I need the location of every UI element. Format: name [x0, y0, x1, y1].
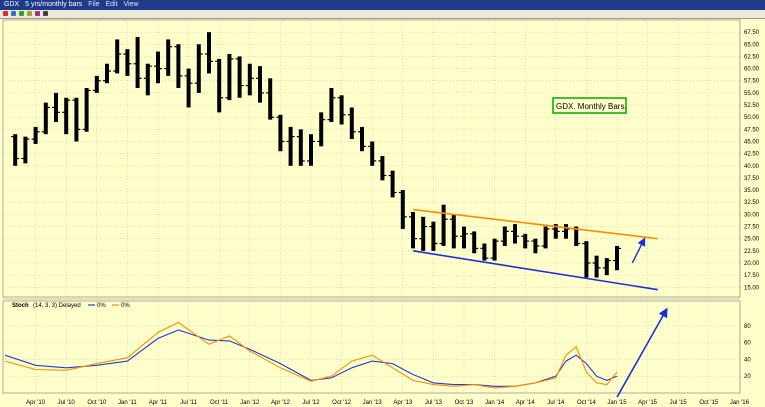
- price-y-tick-label: 37.50: [744, 176, 760, 182]
- price-y-tick-label: 25.00: [744, 237, 760, 243]
- draw-icon[interactable]: [19, 11, 24, 16]
- stoch-y-tick-label: 40: [744, 357, 751, 363]
- settings-icon[interactable]: [27, 11, 32, 16]
- x-tick-label: Oct '14: [577, 400, 596, 406]
- price-y-tick-label: 55.00: [744, 91, 760, 97]
- menu-edit[interactable]: Edit: [105, 1, 118, 8]
- price-y-tick-label: 67.50: [744, 30, 760, 36]
- price-y-tick-label: 42.50: [744, 152, 760, 158]
- price-y-tick-label: 52.50: [744, 103, 760, 109]
- stoch-series-k-line: [4, 329, 618, 387]
- price-y-tick-label: 27.50: [744, 225, 760, 231]
- price-y-tick-label: 32.50: [744, 200, 760, 206]
- price-y-tick-label: 57.50: [744, 79, 760, 85]
- price-y-tick-label: 20.00: [744, 261, 760, 267]
- lower-trendline: [412, 250, 658, 291]
- x-tick-label: Jul '14: [547, 400, 565, 406]
- x-tick-label: Oct '11: [210, 400, 229, 406]
- period-label[interactable]: 5 yrs/monthly bars: [25, 1, 83, 8]
- stoch-panel-frame: [2, 300, 741, 394]
- price-y-tick-label: 17.50: [744, 273, 760, 279]
- zoom-icon[interactable]: [11, 11, 16, 16]
- x-tick-label: Apr '15: [638, 400, 657, 406]
- stoch-params: (14, 3, 3) Delayed: [33, 303, 81, 309]
- stoch-title: Stoch: [12, 303, 29, 309]
- x-tick-label: Apr '10: [26, 400, 45, 406]
- price-vertical-grid: [35, 20, 740, 297]
- x-tick-label: Oct '15: [699, 400, 718, 406]
- chart-toolbar: [0, 10, 765, 19]
- price-y-tick-label: 35.00: [744, 188, 760, 194]
- stoch-series-d-line: [4, 321, 618, 389]
- price-y-tick-label: 60.00: [744, 67, 760, 73]
- symbol-label[interactable]: GDX: [4, 1, 20, 8]
- x-tick-label: Jul '11: [180, 400, 197, 406]
- price-y-tick-label: 62.50: [744, 54, 760, 60]
- x-tick-label: Jan '15: [607, 400, 627, 406]
- price-panel-frame: [2, 19, 741, 298]
- stoch-vertical-grid: [35, 301, 740, 393]
- stoch-legend-k-label: 0%: [97, 303, 106, 309]
- menu-file[interactable]: File: [88, 1, 100, 8]
- stoch-legend-d-label: 0%: [121, 303, 130, 309]
- x-tick-label: Jul '10: [58, 400, 76, 406]
- stoch-up-arrow: [616, 307, 668, 398]
- x-tick-label: Apr '12: [271, 400, 290, 406]
- x-tick-label: Oct '12: [332, 400, 351, 406]
- x-tick-label: Jul '13: [425, 400, 443, 406]
- x-tick-label: Jul '12: [302, 400, 320, 406]
- annotation-box: [552, 97, 627, 114]
- price-y-tick-label: 40.00: [744, 164, 760, 170]
- x-tick-label: Jul '15: [670, 400, 688, 406]
- x-tick-label: Jan '14: [485, 400, 505, 406]
- price-y-tick-label: 47.50: [744, 127, 760, 133]
- x-tick-label: Jan '16: [730, 400, 750, 406]
- upper-trendline: [412, 208, 658, 240]
- x-tick-label: Jan '11: [118, 400, 137, 406]
- price-y-tick-label: 30.00: [744, 212, 760, 218]
- ohlc-bars: [11, 32, 621, 278]
- chart-canvas: Apr '10 Jul '10 Oct '10 Jan '11 Apr '11 Jul '…: [2, 19, 760, 406]
- price-y-tick-label: 50.00: [744, 115, 760, 121]
- price-y-tick-label: 45.00: [744, 139, 760, 145]
- annotation-text: GDX. Monthly Bars.: [556, 102, 627, 111]
- x-tick-label: Oct '10: [87, 400, 106, 406]
- x-tick-label: Apr '13: [393, 400, 412, 406]
- x-tick-label: Apr '11: [149, 400, 168, 406]
- close-icon[interactable]: [3, 11, 8, 16]
- window-titlebar: GDX 5 yrs/monthly bars File Edit View: [0, 0, 765, 10]
- price-up-arrow: [631, 237, 646, 264]
- x-tick-label: Apr '14: [516, 400, 535, 406]
- text-icon[interactable]: [35, 11, 40, 16]
- stoch-y-tick-label: 60: [744, 341, 751, 347]
- price-y-tick-label: 15.00: [744, 285, 760, 291]
- stoch-y-tick-label: 20: [744, 374, 751, 380]
- stoch-y-tick-label: 80: [744, 324, 751, 330]
- x-tick-label: Jan '13: [363, 400, 383, 406]
- price-y-tick-label: 65.00: [744, 42, 760, 48]
- x-tick-label: Jan '12: [240, 400, 260, 406]
- x-tick-label: Oct '13: [455, 400, 474, 406]
- price-y-tick-label: 22.50: [744, 249, 760, 255]
- print-icon[interactable]: [43, 11, 48, 16]
- menu-view[interactable]: View: [123, 1, 139, 8]
